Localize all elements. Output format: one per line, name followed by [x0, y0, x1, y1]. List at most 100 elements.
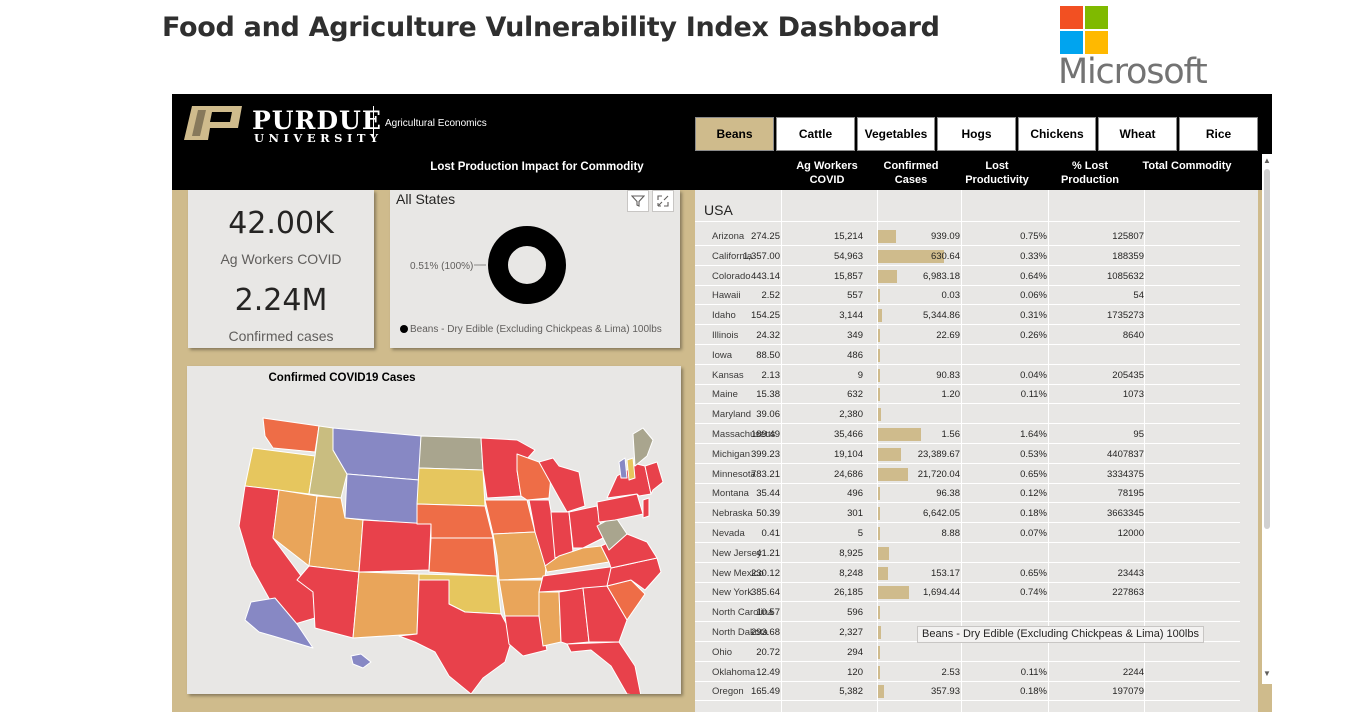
- column-divider: [781, 190, 782, 712]
- table-cell-state: New Jersey: [712, 547, 762, 559]
- table-row[interactable]: North Carolina 10.57 596: [695, 602, 1240, 623]
- tab-vegetables[interactable]: Vegetables: [857, 117, 935, 151]
- table-cell-pct-lost: 0.11%: [1020, 666, 1047, 678]
- column-pct-lost-production[interactable]: % Lost Production: [1060, 160, 1120, 186]
- confirmed-cases-label: Confirmed cases: [228, 328, 334, 344]
- map-state-hawaii[interactable]: [350, 653, 372, 669]
- focus-mode-button[interactable]: [652, 190, 674, 212]
- map-state-maine[interactable]: [632, 427, 654, 467]
- table-cell-state: Oregon: [712, 686, 744, 698]
- map-state-washington[interactable]: [262, 417, 320, 453]
- map-state-new-england[interactable]: [644, 461, 664, 495]
- column-total-commodity[interactable]: Total Commodity: [1142, 160, 1232, 172]
- table-row[interactable]: Idaho 154.25 3,144 5,344.86 0.31% 1735273: [695, 305, 1240, 326]
- table-row[interactable]: Massachusetts 189.49 35,466 1.56 1.64% 95: [695, 424, 1240, 444]
- map-state-wyoming[interactable]: [344, 473, 420, 525]
- table-row[interactable]: California 1,357.00 54,963 630.64 0.33% 18835…: [695, 246, 1240, 266]
- map-state-ohio[interactable]: [568, 505, 604, 549]
- map-state-georgia[interactable]: [582, 585, 628, 643]
- ag-workers-value: 42.00K: [228, 206, 334, 241]
- map-state-mississippi[interactable]: [538, 591, 562, 647]
- table-cell-confirmed: 349: [847, 330, 863, 341]
- tab-wheat[interactable]: Wheat: [1098, 117, 1177, 151]
- map-state-arkansas[interactable]: [498, 579, 544, 617]
- column-lost-productivity[interactable]: Lost Productivity: [965, 160, 1029, 186]
- map-state-alabama[interactable]: [558, 587, 590, 645]
- table-cell-confirmed: 9: [857, 369, 863, 381]
- map-state-new-mexico[interactable]: [352, 571, 420, 639]
- table-row[interactable]: New York 385.64 26,185 1,694.44 0.74% 227863: [695, 582, 1240, 603]
- table-row[interactable]: Colorado 443.14 15,857 6,983.18 0.64% 1085632: [695, 266, 1240, 286]
- confirmed-cases-bar: [878, 447, 901, 461]
- table-cell-ag-workers: 24.32: [756, 330, 780, 341]
- donut-chart-card: 0.51% (100%) All States Beans - Dry Edib…: [390, 190, 680, 348]
- scroll-up-icon[interactable]: ▲: [1263, 156, 1271, 165]
- table-cell-pct-lost: 0.33%: [1020, 250, 1047, 262]
- table-row[interactable]: Maine 15.38 632 1.20 0.11% 1073: [695, 384, 1240, 405]
- scroll-down-icon[interactable]: ▼: [1263, 669, 1271, 678]
- map-state-florida[interactable]: [566, 641, 642, 694]
- map-state-colorado[interactable]: [358, 519, 432, 573]
- table-cell-state: Maryland: [712, 409, 752, 421]
- table-row[interactable]: New Jersey 41.21 8,925: [695, 543, 1240, 563]
- map-state-pennsylvania[interactable]: [596, 493, 644, 523]
- table-row[interactable]: Nevada 0.41 5 8.88 0.07% 12000: [695, 523, 1240, 543]
- map-state-south-dakota[interactable]: [416, 467, 486, 507]
- map-state-new-jersey[interactable]: [642, 497, 650, 519]
- table-row[interactable]: Montana 35.44 496 96.38 0.12% 78195: [695, 483, 1240, 504]
- table-cell-lost-productivity: 96.38: [936, 488, 960, 500]
- map-state-iowa[interactable]: [484, 499, 536, 535]
- table-row[interactable]: Nebraska 50.39 301 6,642.05 0.18% 3663345: [695, 503, 1240, 524]
- map-state-kansas[interactable]: [428, 537, 498, 577]
- confirmed-cases-value: 2.24M: [234, 283, 328, 318]
- map-state-michigan[interactable]: [538, 457, 586, 513]
- table-cell-ag-workers: 2.13: [761, 369, 781, 381]
- table-cell-lost-productivity: 1.56: [941, 429, 961, 440]
- column-confirmed-cases[interactable]: Confirmed Cases: [883, 160, 939, 186]
- tab-hogs[interactable]: Hogs: [937, 117, 1016, 151]
- tab-cattle[interactable]: Cattle: [776, 117, 855, 151]
- map-state-texas[interactable]: [398, 579, 514, 694]
- map-state-louisiana[interactable]: [504, 615, 548, 657]
- column-ag-workers[interactable]: Ag Workers COVID: [796, 160, 858, 186]
- table-row[interactable]: Ohio 20.72 294: [695, 642, 1240, 662]
- map-state-vermont[interactable]: [618, 457, 628, 479]
- filter-button[interactable]: [627, 190, 649, 212]
- table-row[interactable]: New Mexico 230.12 8,248 153.17 0.65% 23443: [695, 563, 1240, 583]
- table-cell-state: Minnesota: [712, 468, 756, 480]
- commodity-table: USA Arizona 274.25 15,214 939.09 0.75% 125807…: [695, 190, 1258, 712]
- table-row[interactable]: Arizona 274.25 15,214 939.09 0.75% 125807: [695, 226, 1240, 246]
- map-state-alaska[interactable]: [244, 597, 314, 649]
- table-cell-ag-workers: 274.25: [750, 231, 780, 242]
- table-cell-confirmed: 496: [847, 488, 863, 500]
- map-card: Confirmed COVID19 Cases: [187, 366, 681, 694]
- table-cell-confirmed: 557: [847, 290, 863, 302]
- table-cell-state: Colorado: [712, 270, 751, 282]
- table-row[interactable]: Maryland 39.06 2,380: [695, 404, 1240, 425]
- tab-chickens[interactable]: Chickens: [1018, 117, 1096, 151]
- legend-dot: [400, 325, 408, 333]
- table-row[interactable]: Minnesota 783.21 24,686 21,720.04 0.65% 33343…: [695, 464, 1240, 484]
- donut-slice-beans[interactable]: [488, 226, 566, 304]
- tab-beans[interactable]: Beans: [695, 117, 774, 151]
- table-group-row[interactable]: USA: [695, 190, 1240, 222]
- scrollbar-thumb[interactable]: [1264, 169, 1270, 529]
- table-row[interactable]: Iowa 88.50 486: [695, 345, 1240, 365]
- map-state-north-dakota[interactable]: [418, 435, 484, 471]
- usa-choropleth-map: [238, 417, 664, 694]
- table-row[interactable]: Illinois 24.32 349 22.69 0.26% 8640: [695, 325, 1240, 345]
- map-state-new-hampshire[interactable]: [626, 457, 636, 481]
- table-cell-total-commodity: 188359: [1112, 250, 1144, 262]
- table-row[interactable]: Oklahoma 12.49 120 2.53 0.11% 2244: [695, 662, 1240, 682]
- tab-rice[interactable]: Rice: [1179, 117, 1258, 151]
- table-group-label: USA: [704, 202, 733, 218]
- map-state-montana[interactable]: [332, 427, 422, 481]
- table-cell-ag-workers: 443.14: [750, 270, 780, 282]
- table-row[interactable]: Oregon 165.49 5,382 357.93 0.18% 197079: [695, 681, 1240, 702]
- confirmed-cases-bar: [878, 348, 880, 362]
- table-row[interactable]: Kansas 2.13 9 90.83 0.04% 205435: [695, 365, 1240, 385]
- table-row[interactable]: Michigan 399.23 19,104 23,389.67 0.53% 440783…: [695, 444, 1240, 464]
- table-cell-state: Ohio: [712, 646, 733, 658]
- table-row[interactable]: Hawaii 2.52 557 0.03 0.06% 54: [695, 285, 1240, 306]
- table-cell-total-commodity: 23443: [1117, 567, 1144, 579]
